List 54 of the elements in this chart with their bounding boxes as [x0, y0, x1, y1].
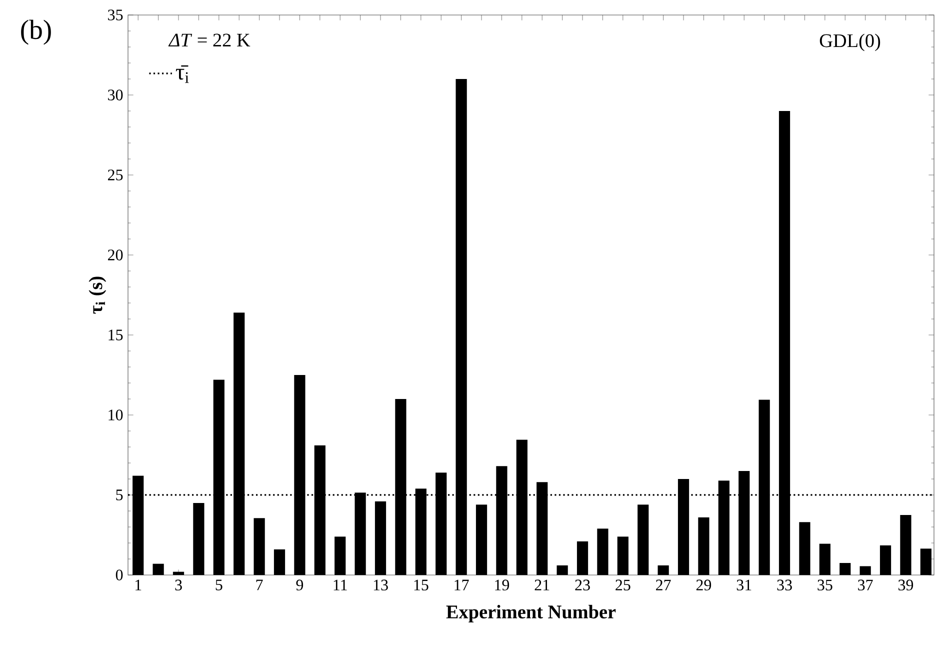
- bar: [597, 528, 608, 575]
- bar: [658, 565, 669, 575]
- x-tick-label: 13: [374, 580, 388, 590]
- y-tick-label: 20: [108, 250, 123, 260]
- bar: [840, 562, 851, 575]
- y-axis-title: τ$_{i}$ (s): [88, 276, 106, 314]
- x-tick-label: 31: [736, 580, 752, 590]
- x-tick-label: 35: [818, 580, 832, 590]
- x-tick-label: 23: [575, 580, 590, 590]
- annotation: ΔT = 22 K: [168, 34, 250, 46]
- bar: [880, 545, 892, 575]
- annotation: GDL(0): [820, 34, 880, 52]
- x-tick-label: 11: [334, 580, 347, 590]
- bar: [556, 565, 568, 575]
- x-tick-label: 27: [656, 580, 671, 590]
- x-tick-label: 15: [414, 580, 428, 590]
- text: (b): [21, 20, 51, 45]
- bar: [617, 536, 628, 575]
- bar: [254, 518, 265, 575]
- y-tick-label: 30: [108, 90, 123, 100]
- x-tick-label: 7: [256, 580, 263, 590]
- x-tick-label: 1: [136, 580, 142, 590]
- x-tick-label: 29: [696, 580, 712, 590]
- y-tick-label: 35: [108, 10, 123, 20]
- x-tick-label: 25: [616, 580, 630, 590]
- x-tick-label: 37: [858, 580, 873, 590]
- bar: [374, 501, 386, 575]
- y-tick-label: 0: [116, 570, 123, 580]
- x-axis-title: Experiment Number: [446, 604, 616, 622]
- y-tick-label: 25: [108, 170, 123, 180]
- bar: [900, 514, 912, 575]
- bar: [638, 504, 649, 575]
- bar: [860, 566, 871, 575]
- y-tick-label: 5: [116, 490, 123, 500]
- bar: [576, 541, 588, 575]
- bar: [799, 522, 810, 575]
- x-tick-label: 33: [777, 580, 792, 590]
- bar: [193, 502, 204, 575]
- bar: [152, 564, 164, 575]
- x-tick-label: 3: [175, 580, 182, 590]
- x-tick-label: 19: [495, 580, 510, 590]
- bar: [334, 536, 346, 575]
- bar: [819, 544, 830, 575]
- y-tick-label: 10: [108, 410, 123, 420]
- y-tick-label: 15: [108, 330, 123, 340]
- x-tick-label: 21: [534, 580, 550, 590]
- x-tick-label: 39: [898, 580, 914, 590]
- legend-label: τ̄$_{i}$: [176, 65, 189, 83]
- x-tick-label: 9: [296, 580, 304, 590]
- x-tick-label: 5: [216, 580, 222, 590]
- bar: [274, 549, 286, 575]
- bar: [698, 517, 710, 575]
- bar: [476, 504, 488, 575]
- x-tick-label: 17: [454, 580, 469, 590]
